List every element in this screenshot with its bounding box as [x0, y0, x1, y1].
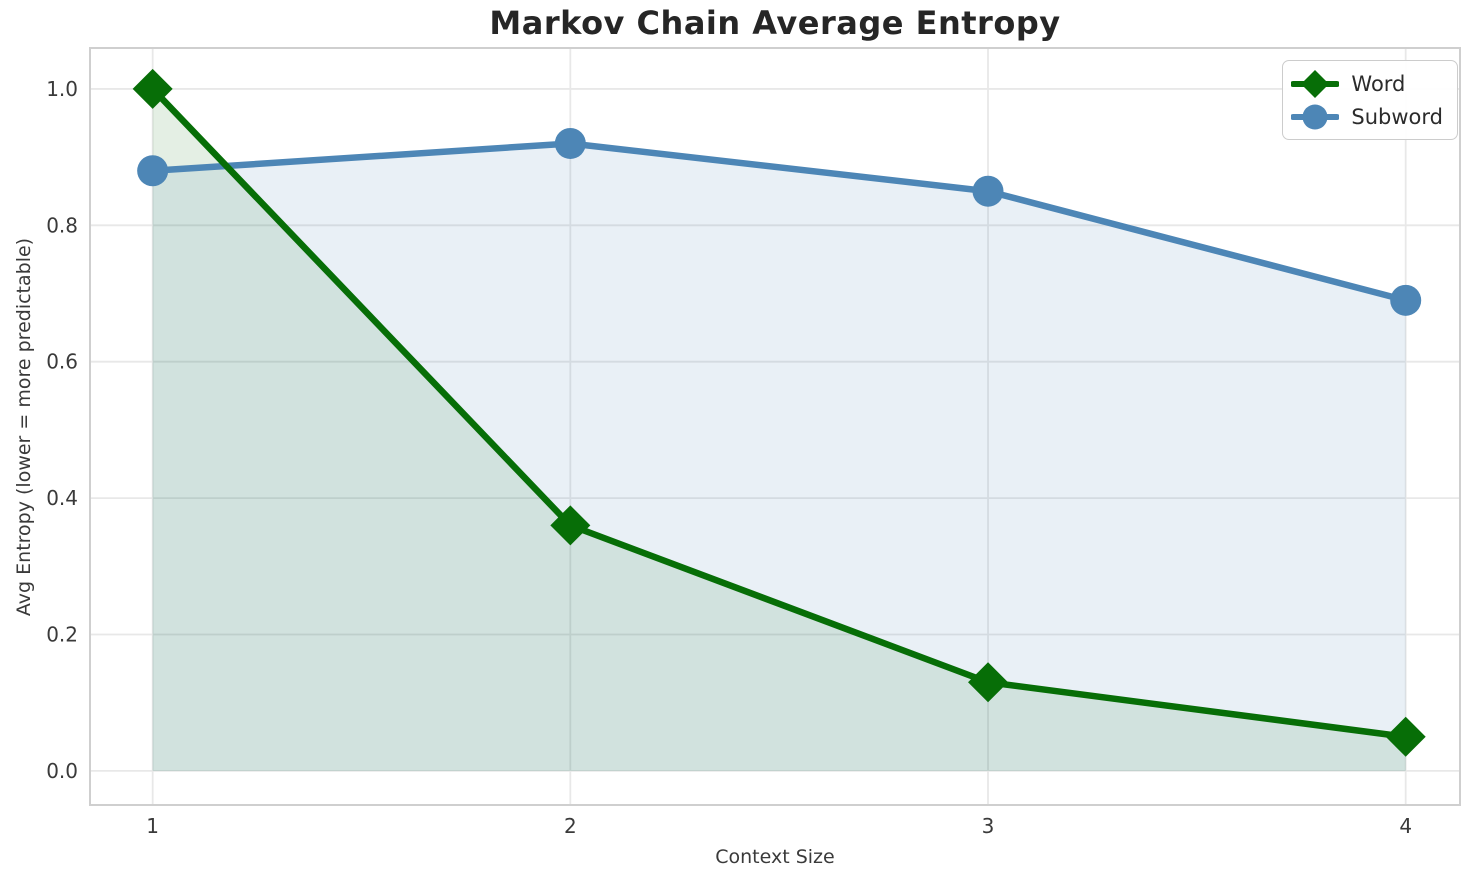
word-diamond-icon: [1291, 69, 1340, 98]
y-tick-label: 0.2: [46, 623, 78, 647]
legend-label-word: Word: [1351, 71, 1406, 96]
chart-title: Markov Chain Average Entropy: [489, 4, 1061, 42]
legend-label-subword: Subword: [1351, 104, 1443, 129]
legend-marker-circle: [1302, 104, 1328, 129]
subword-circle-icon: [1291, 104, 1340, 129]
axes-border: [89, 47, 1461, 806]
area-fill-word: [152, 88, 1406, 771]
x-tick-label: 4: [1399, 814, 1412, 838]
line-word: [149, 85, 1409, 741]
y-axis-label: Avg Entropy (lower = more predictable): [13, 237, 35, 617]
marker-circle-subword: [1390, 284, 1422, 316]
x-tick-label: 1: [146, 814, 159, 838]
x-tick-label: 2: [564, 814, 577, 838]
area-fill-subword: [152, 143, 1406, 771]
line-subword: [149, 140, 1409, 304]
marker-diamond-word: [1385, 716, 1426, 757]
y-tick-label: 1.0: [46, 77, 78, 101]
marker-diamond-word: [132, 68, 173, 109]
y-tick-label: 0.4: [46, 486, 78, 510]
legend-item-subword: Subword: [1291, 100, 1443, 133]
marker-diamond-word: [968, 662, 1009, 703]
marker-circle-subword: [137, 155, 169, 187]
marker-circle-subword: [972, 175, 1004, 207]
x-axis-label: Context Size: [715, 846, 835, 868]
legend: Word Subword: [1282, 60, 1458, 140]
marker-diamond-word: [550, 505, 591, 546]
y-tick-label: 0.8: [46, 213, 78, 237]
marker-circle-subword: [554, 127, 586, 159]
legend-item-word: Word: [1291, 67, 1443, 100]
y-tick-label: 0.0: [46, 759, 78, 783]
y-tick-label: 0.6: [46, 350, 78, 374]
legend-marker-diamond: [1301, 69, 1330, 98]
x-tick-label: 3: [982, 814, 995, 838]
